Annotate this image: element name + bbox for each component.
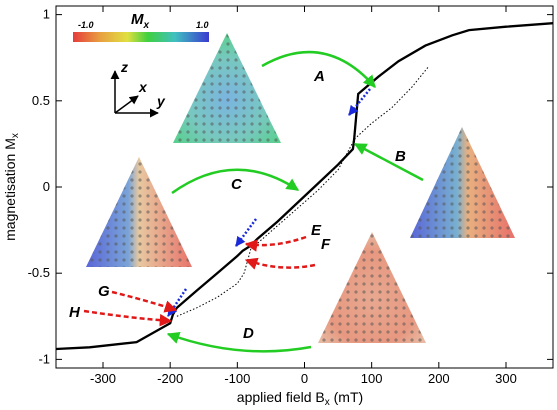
state-triangle-B	[410, 127, 515, 238]
y-tick-label: -1	[38, 351, 50, 366]
y-axis-label: y	[156, 93, 166, 109]
x-axis-title: applied field Bx (mT)	[237, 389, 363, 408]
red-arrow-F	[244, 257, 316, 270]
red-arrow-G	[111, 290, 178, 313]
colorbar: -1.0 1.0 Mx	[73, 11, 209, 42]
annotation-B: B	[395, 148, 406, 165]
annotation-G: G	[98, 283, 110, 300]
colorbar-title: Mx	[131, 11, 150, 31]
colorbar-min-label: -1.0	[78, 20, 94, 30]
state-triangle-D	[318, 232, 426, 343]
y-tick-label: 1	[43, 7, 50, 22]
x-axis-label: x	[138, 79, 148, 95]
red-arrow-E	[244, 235, 307, 252]
y-tick-label: 0.5	[32, 93, 50, 108]
y-axis-ticks: -1 -0.5 0 0.5 1	[28, 7, 553, 366]
x-tick-label: 100	[361, 371, 383, 386]
y-tick-label: -0.5	[28, 265, 50, 280]
annotation-F: F	[321, 236, 331, 253]
colorbar-gradient	[73, 32, 209, 42]
transition-arrow-A	[261, 50, 376, 88]
red-arrow-H	[83, 309, 173, 327]
coordinate-axes-indicator: z x y	[110, 59, 166, 118]
x-tick-label: 0	[301, 371, 308, 386]
blue-jump-arrow-A	[348, 88, 371, 116]
annotation-A: A	[313, 68, 325, 85]
x-tick-label: -300	[90, 371, 116, 386]
annotation-D: D	[243, 325, 254, 342]
y-tick-label: 0	[43, 179, 50, 194]
transition-arrow-B	[353, 142, 424, 182]
x-axis-ticks: -300 -200 -100 0 100 200 300	[90, 6, 517, 386]
state-triangle-C	[86, 157, 192, 267]
annotation-E: E	[311, 222, 322, 239]
x-tick-label: 300	[495, 371, 517, 386]
annotation-C: C	[231, 176, 243, 193]
x-tick-label: -200	[157, 371, 183, 386]
colorbar-max-label: 1.0	[196, 20, 209, 30]
transition-arrow-C	[171, 168, 300, 195]
transition-arrow-D	[166, 331, 312, 353]
z-axis-label: z	[120, 59, 128, 75]
y-axis-title: magnetisation Mx	[2, 133, 21, 241]
blue-jump-arrow-E	[234, 218, 258, 247]
x-tick-label: -100	[224, 371, 250, 386]
annotation-H: H	[69, 304, 81, 321]
x-axis-arrow	[114, 95, 139, 114]
state-triangle-A	[173, 33, 281, 143]
x-tick-label: 200	[428, 371, 450, 386]
